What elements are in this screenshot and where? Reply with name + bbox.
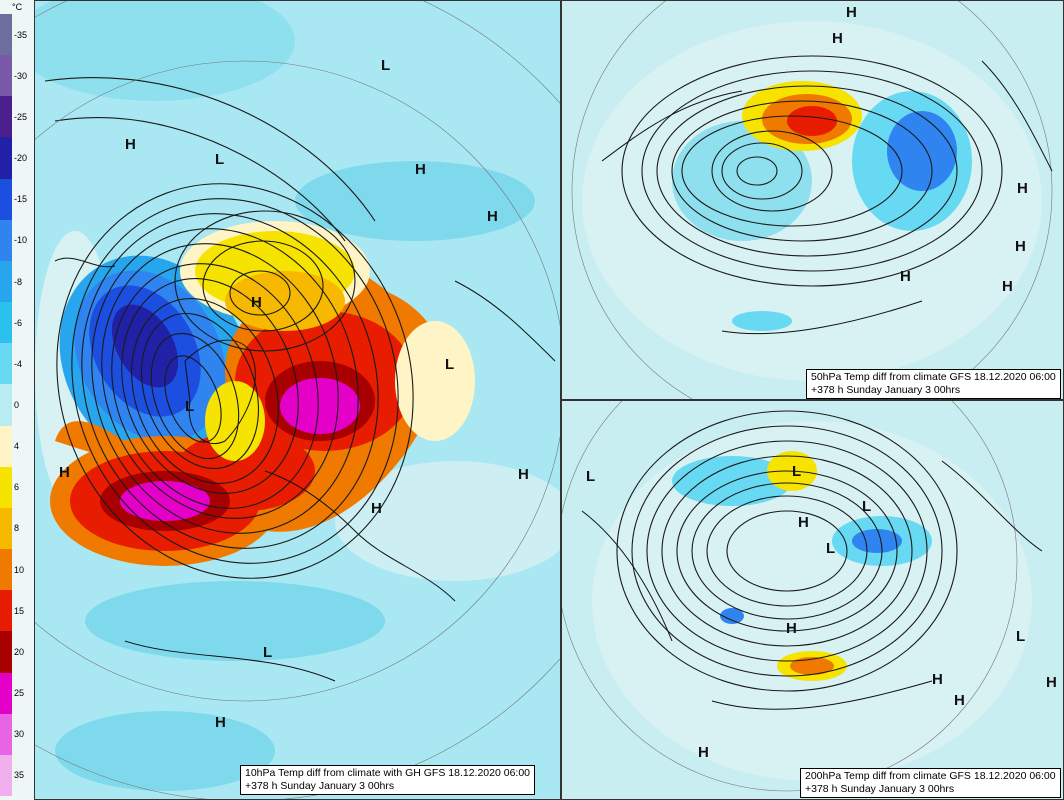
legend-label: 6: [14, 482, 20, 493]
caption-10hpa: 10hPa Temp diff from climate with GH GFS…: [240, 765, 536, 795]
legend-swatch: [0, 178, 12, 221]
caption-50hpa: 50hPa Temp diff from climate GFS 18.12.2…: [806, 369, 1061, 399]
caption-50hpa-line2: +378 h Sunday January 3 00hrs: [811, 384, 961, 396]
high-pressure-label: H: [125, 136, 136, 153]
legend-swatch: [0, 466, 12, 509]
high-pressure-label: H: [215, 714, 226, 731]
low-pressure-label: L: [586, 468, 595, 485]
legend-label: -8: [14, 276, 23, 287]
high-pressure-label: H: [1015, 238, 1026, 255]
low-pressure-label: L: [215, 151, 224, 168]
caption-200hpa-line2: +378 h Sunday January 3 00hrs: [805, 783, 955, 795]
legend-label: -6: [14, 317, 23, 328]
legend-label: -25: [14, 111, 28, 122]
legend-swatch: [0, 343, 12, 385]
high-pressure-label: H: [900, 268, 911, 285]
legend-swatch: [0, 137, 12, 180]
low-pressure-label: L: [445, 356, 454, 373]
legend-label: 25: [14, 688, 25, 699]
low-pressure-label: L: [263, 644, 272, 661]
legend-swatch: [0, 14, 12, 56]
legend-label: -30: [14, 70, 28, 81]
legend-label: -15: [14, 194, 28, 205]
high-pressure-label: H: [415, 161, 426, 178]
caption-200hpa: 200hPa Temp diff from climate GFS 18.12.…: [800, 768, 1061, 798]
low-pressure-label: L: [1016, 628, 1025, 645]
high-pressure-label: H: [1046, 674, 1057, 691]
legend-label: -4: [14, 358, 23, 369]
high-pressure-label: H: [698, 744, 709, 761]
legend-swatch: [0, 302, 12, 344]
caption-200hpa-line1: 200hPa Temp diff from climate GFS 18.12.…: [805, 770, 1056, 782]
legend-unit: °C: [12, 2, 23, 12]
caption-10hpa-line1: 10hPa Temp diff from climate with GH GFS…: [245, 767, 531, 779]
high-pressure-label: H: [1017, 180, 1028, 197]
legend-label: 15: [14, 605, 25, 616]
high-pressure-label: H: [251, 294, 262, 311]
map-panel-10hpa: H L L H H L L H H H H L H 10hPa Temp diff from clima…: [34, 0, 561, 800]
high-pressure-label: H: [487, 208, 498, 225]
map-10hpa-canvas: H L L H H L L H H H H L H: [35, 1, 560, 799]
legend-label: -20: [14, 153, 28, 164]
low-pressure-label: L: [862, 498, 871, 515]
legend-swatch: [0, 260, 12, 303]
legend-swatch: [0, 384, 12, 427]
high-pressure-label: H: [832, 30, 843, 47]
temperature-color-legend: °C -35 -30 -25 -20 -15 -10 -8 -6 -4 0 4 6 8 10 15 20 25 3…: [0, 0, 35, 800]
high-pressure-label: H: [846, 4, 857, 21]
legend-label: 35: [14, 770, 25, 781]
legend-swatch: [0, 672, 12, 715]
legend-swatch: [0, 590, 12, 632]
legend-swatch: [0, 754, 12, 797]
legend-swatch: [0, 425, 12, 468]
legend-label: 10: [14, 564, 25, 575]
low-pressure-label: L: [185, 398, 194, 415]
legend-label: 8: [14, 523, 20, 534]
legend-label: 20: [14, 646, 25, 657]
legend-label: 4: [14, 441, 20, 452]
legend-swatch: [0, 631, 12, 674]
legend-label: 30: [14, 729, 25, 740]
legend-label: 0: [14, 400, 20, 410]
legend-swatch: [0, 219, 12, 262]
legend-label: -35: [14, 29, 28, 40]
high-pressure-label: H: [59, 464, 70, 481]
low-pressure-label: L: [381, 57, 390, 74]
high-pressure-label: H: [798, 514, 809, 531]
caption-10hpa-line2: +378 h Sunday January 3 00hrs: [245, 780, 395, 792]
low-pressure-label: L: [792, 463, 801, 480]
high-pressure-label: H: [1002, 278, 1013, 295]
caption-50hpa-line1: 50hPa Temp diff from climate GFS 18.12.2…: [811, 371, 1056, 383]
legend-label: -10: [14, 235, 28, 246]
legend-swatch: [0, 549, 12, 591]
legend-swatch: [0, 713, 12, 756]
legend-swatch: [0, 55, 12, 97]
high-pressure-label: H: [518, 466, 529, 483]
legend-swatch: [0, 96, 12, 138]
high-pressure-label: H: [371, 500, 382, 517]
legend-swatch: [0, 507, 12, 550]
low-pressure-label: L: [826, 540, 835, 557]
high-pressure-label: H: [932, 671, 943, 688]
high-pressure-label: H: [954, 692, 965, 709]
high-pressure-label: H: [786, 620, 797, 637]
